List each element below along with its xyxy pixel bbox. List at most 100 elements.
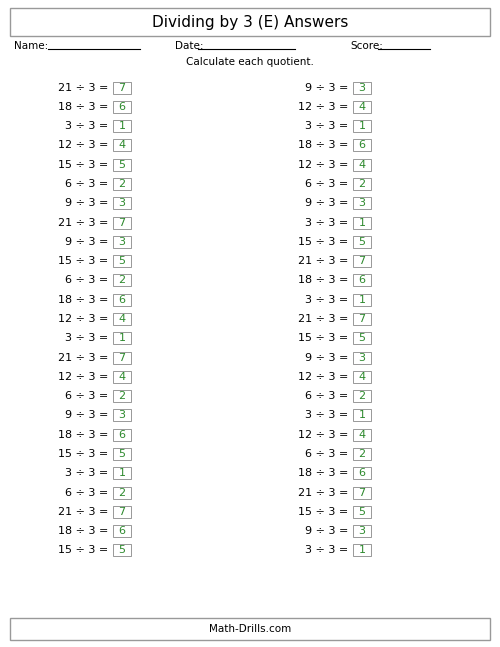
Bar <box>353 217 371 228</box>
Text: 15 ÷ 3 =: 15 ÷ 3 = <box>58 160 108 170</box>
Text: 21 ÷ 3 =: 21 ÷ 3 = <box>58 353 108 362</box>
Bar <box>353 313 371 325</box>
Text: 6: 6 <box>118 526 126 536</box>
Text: 6 ÷ 3 =: 6 ÷ 3 = <box>305 391 348 401</box>
Bar <box>113 217 131 228</box>
Bar <box>353 390 371 402</box>
Bar <box>353 159 371 171</box>
Text: 1: 1 <box>118 333 126 344</box>
Text: 7: 7 <box>118 353 126 362</box>
Text: 3 ÷ 3 =: 3 ÷ 3 = <box>65 468 108 478</box>
Text: 3 ÷ 3 =: 3 ÷ 3 = <box>65 333 108 344</box>
Bar <box>113 120 131 132</box>
Text: 7: 7 <box>118 217 126 228</box>
Text: 12 ÷ 3 =: 12 ÷ 3 = <box>58 140 108 151</box>
Text: 18 ÷ 3 =: 18 ÷ 3 = <box>58 102 108 112</box>
Text: 12 ÷ 3 =: 12 ÷ 3 = <box>58 372 108 382</box>
Text: 1: 1 <box>358 217 366 228</box>
Text: 5: 5 <box>358 333 366 344</box>
Bar <box>353 371 371 383</box>
Text: 6: 6 <box>358 468 366 478</box>
Bar <box>353 294 371 306</box>
Text: 5: 5 <box>358 237 366 247</box>
Bar <box>353 429 371 441</box>
Bar <box>353 255 371 267</box>
Bar <box>113 178 131 190</box>
Text: 3: 3 <box>358 526 366 536</box>
Text: 3 ÷ 3 =: 3 ÷ 3 = <box>305 410 348 421</box>
Text: 6: 6 <box>118 102 126 112</box>
Bar <box>353 525 371 537</box>
Text: Name:: Name: <box>14 41 48 51</box>
Bar <box>113 390 131 402</box>
Bar <box>113 197 131 210</box>
Text: 7: 7 <box>358 314 366 324</box>
Text: 2: 2 <box>358 179 366 189</box>
Text: 12 ÷ 3 =: 12 ÷ 3 = <box>58 314 108 324</box>
Bar <box>10 8 490 36</box>
Text: 18 ÷ 3 =: 18 ÷ 3 = <box>298 468 348 478</box>
Text: 15 ÷ 3 =: 15 ÷ 3 = <box>298 507 348 517</box>
Text: 7: 7 <box>358 256 366 266</box>
Text: 21 ÷ 3 =: 21 ÷ 3 = <box>298 314 348 324</box>
Text: 4: 4 <box>358 430 366 440</box>
Text: 4: 4 <box>358 102 366 112</box>
Bar <box>353 467 371 479</box>
Text: 2: 2 <box>118 179 126 189</box>
Text: 7: 7 <box>118 507 126 517</box>
Text: 1: 1 <box>358 545 366 555</box>
Text: 15 ÷ 3 =: 15 ÷ 3 = <box>58 256 108 266</box>
Text: 6: 6 <box>358 140 366 151</box>
Bar <box>353 274 371 287</box>
Bar <box>113 487 131 499</box>
Text: 21 ÷ 3 =: 21 ÷ 3 = <box>58 217 108 228</box>
Text: 5: 5 <box>118 256 126 266</box>
Text: 18 ÷ 3 =: 18 ÷ 3 = <box>58 295 108 305</box>
Bar <box>113 294 131 306</box>
Text: 1: 1 <box>358 121 366 131</box>
Text: Dividing by 3 (E) Answers: Dividing by 3 (E) Answers <box>152 14 348 30</box>
Text: 4: 4 <box>118 314 126 324</box>
Text: 3: 3 <box>358 199 366 208</box>
Text: 4: 4 <box>358 372 366 382</box>
Text: 2: 2 <box>118 391 126 401</box>
Text: 5: 5 <box>118 545 126 555</box>
Text: 6: 6 <box>118 430 126 440</box>
Text: 12 ÷ 3 =: 12 ÷ 3 = <box>298 430 348 440</box>
Bar <box>353 178 371 190</box>
Bar <box>113 313 131 325</box>
Text: 12 ÷ 3 =: 12 ÷ 3 = <box>298 102 348 112</box>
Text: 1: 1 <box>118 121 126 131</box>
Text: 21 ÷ 3 =: 21 ÷ 3 = <box>58 507 108 517</box>
Bar <box>113 101 131 113</box>
Text: 12 ÷ 3 =: 12 ÷ 3 = <box>298 372 348 382</box>
Bar <box>10 618 490 640</box>
Bar <box>353 448 371 460</box>
Text: 4: 4 <box>118 372 126 382</box>
Text: 3: 3 <box>118 237 126 247</box>
Text: 9 ÷ 3 =: 9 ÷ 3 = <box>64 199 108 208</box>
Bar <box>113 236 131 248</box>
Text: 4: 4 <box>118 140 126 151</box>
Bar <box>113 467 131 479</box>
Text: 12 ÷ 3 =: 12 ÷ 3 = <box>298 160 348 170</box>
Text: 9 ÷ 3 =: 9 ÷ 3 = <box>304 353 348 362</box>
Text: 15 ÷ 3 =: 15 ÷ 3 = <box>298 237 348 247</box>
Text: Score:: Score: <box>350 41 383 51</box>
Text: 6: 6 <box>358 276 366 285</box>
Bar <box>353 487 371 499</box>
Bar <box>113 255 131 267</box>
Text: 9 ÷ 3 =: 9 ÷ 3 = <box>304 199 348 208</box>
Text: 18 ÷ 3 =: 18 ÷ 3 = <box>298 276 348 285</box>
Bar <box>353 82 371 94</box>
Bar <box>113 333 131 344</box>
Text: 6 ÷ 3 =: 6 ÷ 3 = <box>65 179 108 189</box>
Bar <box>353 197 371 210</box>
Text: Math-Drills.com: Math-Drills.com <box>209 624 291 634</box>
Text: Calculate each quotient.: Calculate each quotient. <box>186 57 314 67</box>
Text: 6: 6 <box>118 295 126 305</box>
Text: 6 ÷ 3 =: 6 ÷ 3 = <box>65 391 108 401</box>
Bar <box>113 159 131 171</box>
Bar <box>353 506 371 518</box>
Bar <box>353 120 371 132</box>
